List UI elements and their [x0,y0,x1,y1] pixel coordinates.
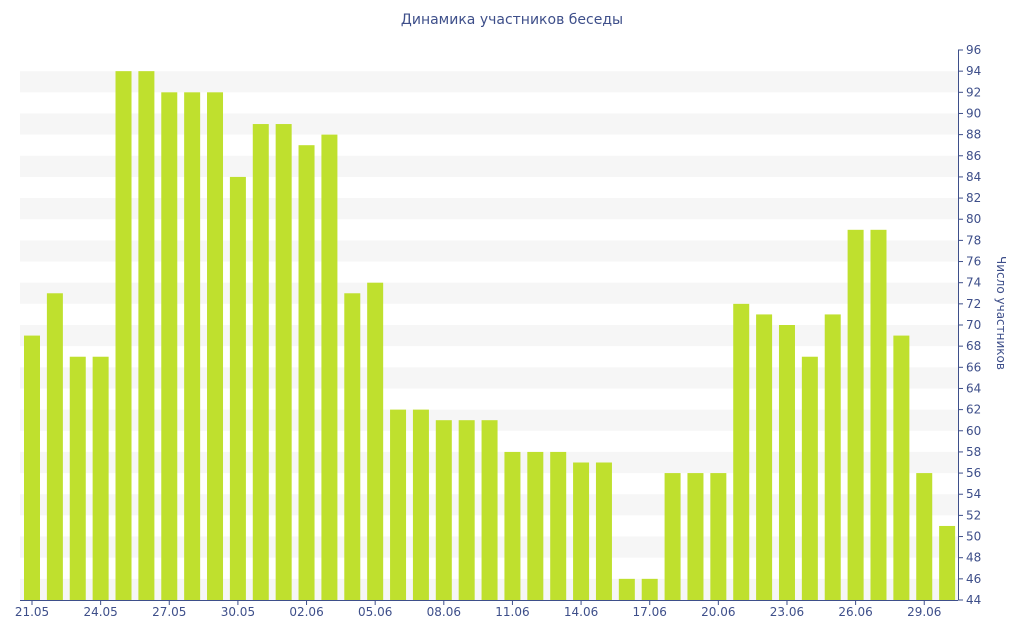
grid-band [20,198,958,220]
bar-23.05[interactable] [69,356,86,600]
y-tick-label: 72 [966,297,981,311]
bar-11.06[interactable] [504,451,521,600]
y-tick-label: 86 [966,149,981,163]
bar-18.06[interactable] [664,473,681,600]
bar-series [24,71,956,601]
bar-20.06[interactable] [710,473,727,600]
y-tick-label: 88 [966,128,981,142]
bar-26.05[interactable] [138,71,155,600]
x-tick-label: 30.05 [221,605,255,619]
bar-25.06[interactable] [824,314,841,600]
bar-08.06[interactable] [435,420,452,600]
bar-30.06[interactable] [939,525,956,600]
y-tick-label: 54 [966,487,981,501]
y-tick-label: 82 [966,191,981,205]
grid-band [20,282,958,304]
y-axis-title: Число участников [994,256,1008,370]
x-tick-label: 27.05 [152,605,186,619]
grid-band [20,113,958,135]
bar-21.05[interactable] [24,335,40,600]
x-tick-label: 20.06 [701,605,735,619]
bar-30.05[interactable] [229,176,246,601]
bar-10.06[interactable] [481,420,498,600]
bar-26.06[interactable] [847,229,864,600]
x-tick-label: 17.06 [633,605,667,619]
bar-19.06[interactable] [687,473,704,600]
x-tick-label: 21.05 [15,605,49,619]
bar-23.06[interactable] [778,325,795,600]
y-tick-label: 66 [966,360,981,374]
x-axis-ticks: 21.05 24.05 27.05 30.05 02.06 05.06 08.06 11.06… [15,600,941,619]
bar-24.05[interactable] [92,356,109,600]
bar-12.06[interactable] [527,451,544,600]
y-tick-label: 74 [966,276,981,290]
bar-29.06[interactable] [916,473,933,600]
x-tick-label: 02.06 [289,605,323,619]
bar-28.06[interactable] [893,335,910,600]
y-tick-label: 58 [966,445,981,459]
y-tick-label: 76 [966,255,981,269]
chart-title: Динамика участников беседы [400,12,624,28]
x-tick-label: 14.06 [564,605,598,619]
y-tick-label: 94 [966,64,981,78]
bar-03.06[interactable] [321,134,338,600]
x-tick-label: 11.06 [495,605,529,619]
x-tick-label: 24.05 [83,605,117,619]
bar-25.05[interactable] [115,71,132,600]
bar-14.06[interactable] [573,462,590,601]
y-tick-label: 62 [966,403,981,417]
grid-band [20,325,958,347]
bar-17.06[interactable] [641,578,658,600]
y-tick-label: 52 [966,508,981,522]
bar-13.06[interactable] [550,451,567,600]
bar-31.05[interactable] [252,124,269,600]
y-tick-label: 56 [966,466,981,480]
y-tick-label: 78 [966,233,981,247]
bar-09.06[interactable] [458,420,475,600]
y-tick-label: 70 [966,318,981,332]
x-tick-label: 05.06 [358,605,392,619]
grid-band [20,155,958,177]
bar-28.05[interactable] [184,92,201,600]
bar-24.06[interactable] [801,356,818,600]
bar-29.05[interactable] [207,92,224,600]
y-tick-label: 84 [966,170,981,184]
y-tick-label: 68 [966,339,981,353]
y-tick-label: 92 [966,85,981,99]
x-tick-label: 08.06 [427,605,461,619]
grid-band [20,240,958,262]
y-tick-label: 44 [966,593,981,607]
bar-04.06[interactable] [344,293,361,600]
bar-22.05[interactable] [46,293,63,600]
bar-02.06[interactable] [298,145,315,600]
y-axis-ticks: 44 46 48 50 52 54 56 58 60 62 64 66 68 70 72 74 76 78 80 82… [958,43,981,607]
y-tick-label: 48 [966,551,981,565]
bar-27.05[interactable] [161,92,178,600]
y-tick-label: 80 [966,212,981,226]
bar-16.06[interactable] [618,578,635,600]
y-tick-label: 60 [966,424,981,438]
bar-27.06[interactable] [870,229,887,600]
x-tick-label: 26.06 [838,605,872,619]
bar-22.06[interactable] [756,314,773,600]
x-tick-label: 23.06 [770,605,804,619]
bar-07.06[interactable] [412,409,429,600]
y-tick-label: 50 [966,530,981,544]
bar-06.06[interactable] [390,409,407,600]
bar-01.06[interactable] [275,124,292,600]
y-tick-label: 46 [966,572,981,586]
y-tick-label: 64 [966,381,981,395]
x-tick-label: 29.06 [907,605,941,619]
y-tick-label: 90 [966,106,981,120]
bar-15.06[interactable] [595,462,612,601]
bar-21.06[interactable] [733,303,750,600]
bar-05.06[interactable] [367,282,384,600]
y-tick-label: 96 [966,43,981,57]
grid-band [20,71,958,93]
